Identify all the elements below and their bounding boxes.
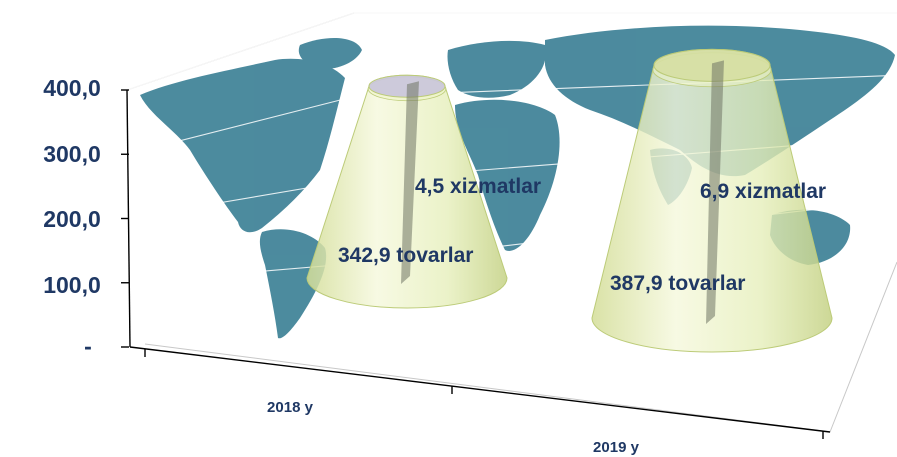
gridline bbox=[126, 12, 897, 91]
europe-shape bbox=[447, 40, 546, 98]
africa-shape bbox=[455, 99, 560, 251]
data-label: 342,9 tovarlar bbox=[338, 244, 473, 267]
data-label: 4,5 xizmatlar bbox=[415, 175, 541, 198]
y-tick-label: 400,0 bbox=[43, 75, 101, 101]
greenland-shape bbox=[298, 38, 362, 70]
x-tick-label: 2018 y bbox=[267, 399, 314, 416]
y-tick-marks bbox=[121, 89, 129, 348]
y-tick-label: 100,0 bbox=[43, 272, 101, 298]
cone-2018-y bbox=[306, 74, 508, 309]
south-america-shape bbox=[259, 229, 327, 339]
x-axis-line bbox=[129, 346, 831, 433]
y-tick-label: - bbox=[84, 333, 92, 359]
y-tick-label: 200,0 bbox=[43, 206, 101, 232]
cone-cutaway-shadow bbox=[706, 60, 724, 324]
cone-2019-y bbox=[591, 48, 833, 353]
cones bbox=[306, 48, 833, 353]
y-tick-label: 300,0 bbox=[43, 141, 101, 167]
cone-cutaway-shadow bbox=[401, 81, 419, 284]
x-tick-label: 2019 y bbox=[593, 439, 640, 456]
north-america-shape bbox=[140, 58, 345, 233]
data-label: 6,9 xizmatlar bbox=[700, 180, 826, 203]
data-label: 387,9 tovarlar bbox=[610, 272, 745, 295]
x-tick-marks bbox=[144, 349, 824, 439]
